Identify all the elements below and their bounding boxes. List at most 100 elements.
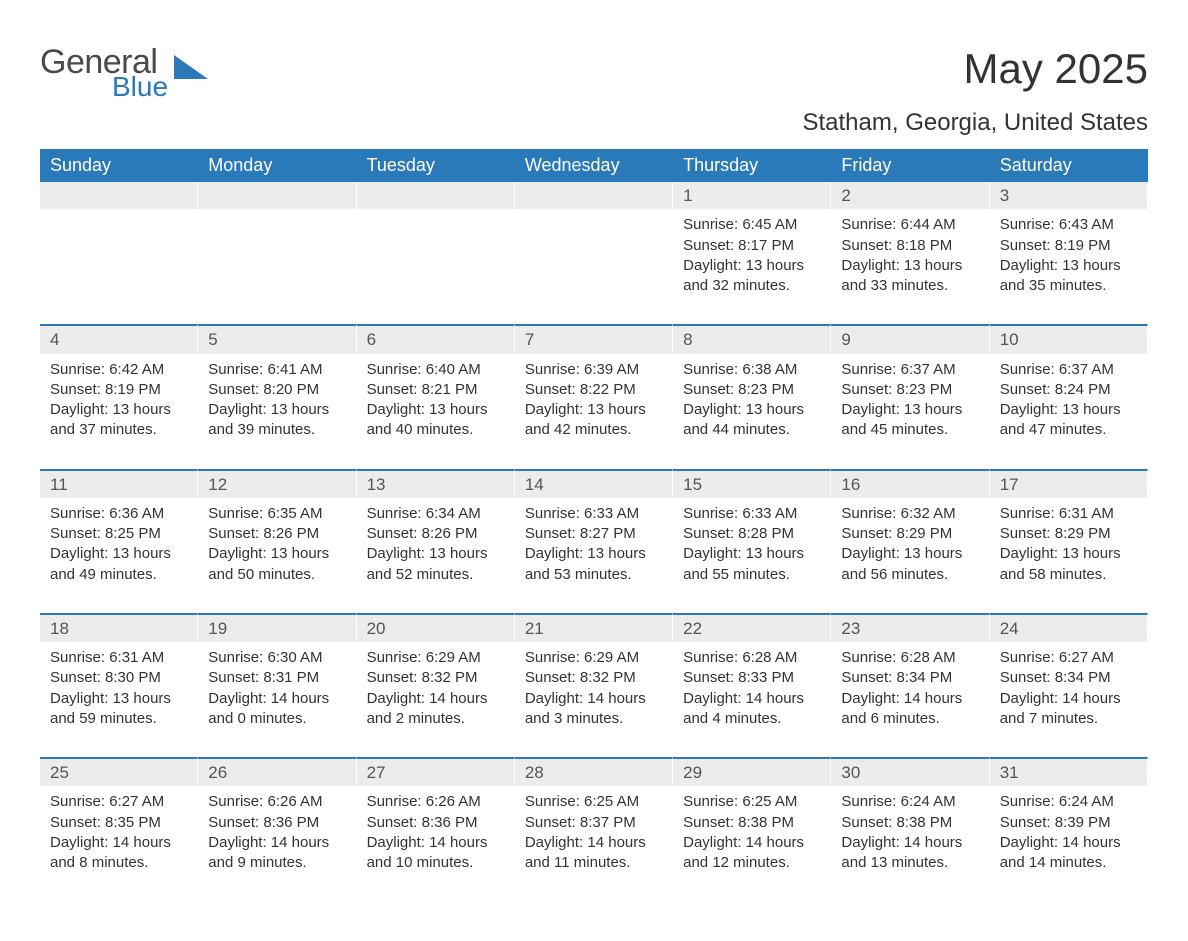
day-number: 20: [357, 613, 515, 642]
sunrise-text: Sunrise: 6:24 AM: [841, 792, 979, 812]
calendar-table: Sunday Monday Tuesday Wednesday Thursday…: [40, 149, 1148, 901]
sunset-text: Sunset: 8:33 PM: [683, 668, 821, 688]
week-row: 25Sunrise: 6:27 AMSunset: 8:35 PMDayligh…: [40, 757, 1148, 901]
sunset-text: Sunset: 8:32 PM: [367, 668, 505, 688]
day-number: 21: [515, 613, 673, 642]
day-cell: 20Sunrise: 6:29 AMSunset: 8:32 PMDayligh…: [357, 613, 515, 757]
day-number: [198, 182, 356, 209]
sunrise-text: Sunrise: 6:26 AM: [208, 792, 346, 812]
daylight-text: Daylight: 14 hours and 13 minutes.: [841, 833, 979, 874]
daylight-text: Daylight: 13 hours and 40 minutes.: [367, 400, 505, 441]
daylight-text: Daylight: 14 hours and 0 minutes.: [208, 689, 346, 730]
daylight-text: Daylight: 14 hours and 11 minutes.: [525, 833, 663, 874]
daylight-text: Daylight: 14 hours and 6 minutes.: [841, 689, 979, 730]
day-body: Sunrise: 6:39 AMSunset: 8:22 PMDaylight:…: [515, 354, 673, 469]
day-number: 28: [515, 757, 673, 786]
sunrise-text: Sunrise: 6:36 AM: [50, 504, 188, 524]
day-body: Sunrise: 6:36 AMSunset: 8:25 PMDaylight:…: [40, 498, 198, 613]
day-cell: 24Sunrise: 6:27 AMSunset: 8:34 PMDayligh…: [990, 613, 1148, 757]
day-number: 5: [198, 324, 356, 353]
day-cell: [198, 182, 356, 324]
day-body: Sunrise: 6:42 AMSunset: 8:19 PMDaylight:…: [40, 354, 198, 469]
day-cell: 15Sunrise: 6:33 AMSunset: 8:28 PMDayligh…: [673, 469, 831, 613]
sunset-text: Sunset: 8:23 PM: [683, 380, 821, 400]
daylight-text: Daylight: 14 hours and 7 minutes.: [1000, 689, 1138, 730]
sunset-text: Sunset: 8:34 PM: [841, 668, 979, 688]
day-cell: 26Sunrise: 6:26 AMSunset: 8:36 PMDayligh…: [198, 757, 356, 901]
daylight-text: Daylight: 14 hours and 10 minutes.: [367, 833, 505, 874]
day-cell: [515, 182, 673, 324]
day-body: Sunrise: 6:27 AMSunset: 8:34 PMDaylight:…: [990, 642, 1148, 757]
day-cell: 3Sunrise: 6:43 AMSunset: 8:19 PMDaylight…: [990, 182, 1148, 324]
day-cell: 28Sunrise: 6:25 AMSunset: 8:37 PMDayligh…: [515, 757, 673, 901]
sunrise-text: Sunrise: 6:31 AM: [50, 648, 188, 668]
day-cell: 17 Sunrise: 6:31 AMSunset: 8:29 PMDayligh…: [990, 469, 1148, 613]
header: General Blue May 2025: [40, 45, 1148, 101]
day-cell: 18Sunrise: 6:31 AMSunset: 8:30 PMDayligh…: [40, 613, 198, 757]
sunset-text: Sunset: 8:28 PM: [683, 524, 821, 544]
day-body: Sunrise: 6:27 AMSunset: 8:35 PMDaylight:…: [40, 786, 198, 901]
day-number: 7: [515, 324, 673, 353]
day-number: 8: [673, 324, 831, 353]
sunset-text: Sunset: 8:31 PM: [208, 668, 346, 688]
day-number: 17: [990, 469, 1148, 498]
day-body: Sunrise: 6:37 AMSunset: 8:23 PMDaylight:…: [831, 354, 989, 469]
day-body: Sunrise: 6:25 AMSunset: 8:37 PMDaylight:…: [515, 786, 673, 901]
day-cell: 2Sunrise: 6:44 AMSunset: 8:18 PMDaylight…: [831, 182, 989, 324]
daylight-text: Daylight: 13 hours and 58 minutes.: [1000, 544, 1138, 585]
title-block: May 2025: [964, 45, 1148, 93]
day-body: Sunrise: 6:28 AMSunset: 8:33 PMDaylight:…: [673, 642, 831, 757]
month-title: May 2025: [964, 45, 1148, 93]
day-cell: 14Sunrise: 6:33 AMSunset: 8:27 PMDayligh…: [515, 469, 673, 613]
day-cell: [357, 182, 515, 324]
day-cell: 25Sunrise: 6:27 AMSunset: 8:35 PMDayligh…: [40, 757, 198, 901]
day-number: [357, 182, 515, 209]
day-body: Sunrise: 6:44 AMSunset: 8:18 PMDaylight:…: [831, 209, 989, 324]
daylight-text: Daylight: 14 hours and 14 minutes.: [1000, 833, 1138, 874]
logo-triangle-icon: [174, 51, 212, 84]
sunset-text: Sunset: 8:38 PM: [841, 813, 979, 833]
day-number: 6: [357, 324, 515, 353]
sunrise-text: Sunrise: 6:32 AM: [841, 504, 979, 524]
sunset-text: Sunset: 8:19 PM: [1000, 236, 1138, 256]
day-body: Sunrise: 6:28 AMSunset: 8:34 PMDaylight:…: [831, 642, 989, 757]
daylight-text: Daylight: 14 hours and 4 minutes.: [683, 689, 821, 730]
sunrise-text: Sunrise: 6:37 AM: [841, 360, 979, 380]
sunset-text: Sunset: 8:36 PM: [367, 813, 505, 833]
week-row: 4Sunrise: 6:42 AMSunset: 8:19 PMDaylight…: [40, 324, 1148, 468]
day-body: Sunrise: 6:43 AMSunset: 8:19 PMDaylight:…: [990, 209, 1148, 324]
day-number: 11: [40, 469, 198, 498]
day-body: Sunrise: 6:34 AMSunset: 8:26 PMDaylight:…: [357, 498, 515, 613]
daylight-text: Daylight: 13 hours and 53 minutes.: [525, 544, 663, 585]
daylight-text: Daylight: 13 hours and 56 minutes.: [841, 544, 979, 585]
sunset-text: Sunset: 8:29 PM: [1000, 524, 1138, 544]
day-cell: 19Sunrise: 6:30 AMSunset: 8:31 PMDayligh…: [198, 613, 356, 757]
location-line: Statham, Georgia, United States: [40, 109, 1148, 137]
day-number: 22: [673, 613, 831, 642]
day-number: 3: [990, 182, 1148, 209]
day-body: Sunrise: 6:31 AMSunset: 8:30 PMDaylight:…: [40, 642, 198, 757]
daylight-text: Daylight: 13 hours and 47 minutes.: [1000, 400, 1138, 441]
daylight-text: Daylight: 13 hours and 33 minutes.: [841, 256, 979, 297]
sunrise-text: Sunrise: 6:31 AM: [1000, 504, 1138, 524]
day-body: [198, 209, 356, 307]
sunrise-text: Sunrise: 6:39 AM: [525, 360, 663, 380]
sunrise-text: Sunrise: 6:34 AM: [367, 504, 505, 524]
day-number: 1: [673, 182, 831, 209]
daylight-text: Daylight: 13 hours and 49 minutes.: [50, 544, 188, 585]
sunset-text: Sunset: 8:24 PM: [1000, 380, 1138, 400]
daylight-text: Daylight: 13 hours and 59 minutes.: [50, 689, 188, 730]
logo-text: General Blue: [40, 45, 168, 101]
sunrise-text: Sunrise: 6:37 AM: [1000, 360, 1138, 380]
sunset-text: Sunset: 8:26 PM: [208, 524, 346, 544]
sunrise-text: Sunrise: 6:42 AM: [50, 360, 188, 380]
day-cell: 21Sunrise: 6:29 AMSunset: 8:32 PMDayligh…: [515, 613, 673, 757]
sunset-text: Sunset: 8:23 PM: [841, 380, 979, 400]
sunset-text: Sunset: 8:18 PM: [841, 236, 979, 256]
daylight-text: Daylight: 13 hours and 44 minutes.: [683, 400, 821, 441]
daylight-text: Daylight: 13 hours and 32 minutes.: [683, 256, 821, 297]
sunset-text: Sunset: 8:39 PM: [1000, 813, 1138, 833]
day-number: 18: [40, 613, 198, 642]
day-cell: 29Sunrise: 6:25 AMSunset: 8:38 PMDayligh…: [673, 757, 831, 901]
day-number: 12: [198, 469, 356, 498]
